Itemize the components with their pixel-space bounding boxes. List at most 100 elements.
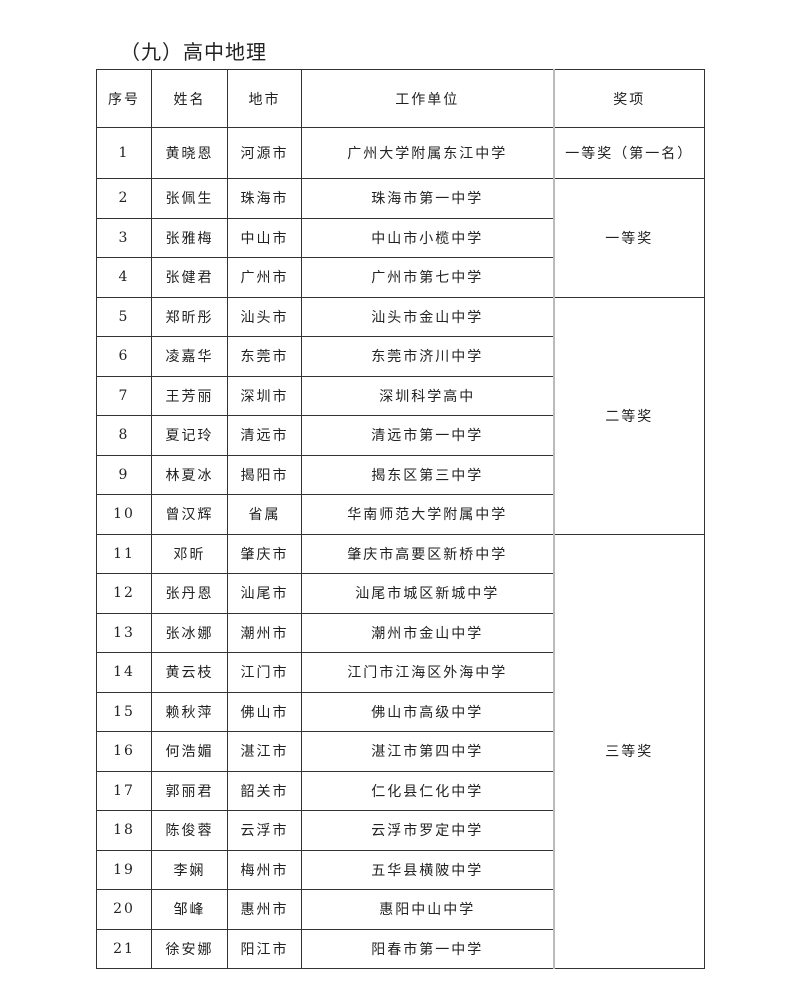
cell-number: 7 — [96, 375, 152, 416]
cell-number: 4 — [96, 257, 152, 298]
table-row: 12 张丹恩 汕尾市 汕尾市城区新城中学 — [96, 573, 705, 614]
table-row: 6 凌嘉华 东莞市 东莞市济川中学 — [96, 336, 705, 377]
cell-unit: 广州市第七中学 — [301, 257, 554, 298]
table-row: 15 赖秋萍 佛山市 佛山市高级中学 — [96, 691, 705, 732]
header-city: 地市 — [227, 69, 302, 128]
cell-city: 韶关市 — [227, 770, 302, 811]
cell-unit: 揭东区第三中学 — [301, 454, 554, 495]
cell-name: 陈俊蓉 — [151, 810, 228, 851]
header-unit: 工作单位 — [301, 69, 554, 128]
cell-number: 19 — [96, 849, 152, 890]
cell-name: 张雅梅 — [151, 217, 228, 258]
cell-city: 汕尾市 — [227, 573, 302, 614]
cell-unit: 湛江市第四中学 — [301, 731, 554, 772]
cell-city: 河源市 — [227, 127, 302, 179]
cell-name: 黄晓恩 — [151, 127, 228, 179]
cell-unit: 广州大学附属东江中学 — [301, 127, 554, 179]
cell-name: 李娴 — [151, 849, 228, 890]
cell-unit: 珠海市第一中学 — [301, 178, 554, 219]
cell-city: 佛山市 — [227, 691, 302, 732]
table-row: 16 何浩媚 湛江市 湛江市第四中学 — [96, 731, 705, 772]
table-row: 10 曾汉辉 省属 华南师范大学附属中学 — [96, 494, 705, 535]
header-award: 奖项 — [552, 69, 705, 128]
cell-city: 深圳市 — [227, 375, 302, 416]
cell-name: 郑昕彤 — [151, 296, 228, 337]
cell-unit: 汕尾市城区新城中学 — [301, 573, 554, 614]
table-row: 5 郑昕彤 汕头市 汕头市金山中学 二等奖 — [96, 296, 705, 535]
cell-unit: 惠阳中山中学 — [301, 889, 554, 930]
cell-unit: 中山市小榄中学 — [301, 217, 554, 258]
cell-number: 2 — [96, 178, 152, 219]
cell-number: 6 — [96, 336, 152, 377]
cell-unit: 阳春市第一中学 — [301, 928, 554, 969]
cell-unit: 潮州市金山中学 — [301, 612, 554, 653]
table-row: 9 林夏冰 揭阳市 揭东区第三中学 — [96, 454, 705, 495]
cell-number: 3 — [96, 217, 152, 258]
cell-city: 湛江市 — [227, 731, 302, 772]
cell-city: 江门市 — [227, 652, 302, 693]
table-header-row: 序号 姓名 地市 工作单位 奖项 — [96, 69, 705, 128]
cell-city: 清远市 — [227, 415, 302, 456]
cell-city: 云浮市 — [227, 810, 302, 851]
table-row: 19 李娴 梅州市 五华县横陂中学 — [96, 849, 705, 890]
cell-city: 珠海市 — [227, 178, 302, 219]
cell-city: 惠州市 — [227, 889, 302, 930]
cell-name: 王芳丽 — [151, 375, 228, 416]
table-row: 11 邓昕 肇庆市 肇庆市高要区新桥中学 三等奖 — [96, 533, 705, 969]
cell-city: 潮州市 — [227, 612, 302, 653]
cell-number: 20 — [96, 889, 152, 930]
cell-city: 广州市 — [227, 257, 302, 298]
table-row: 13 张冰娜 潮州市 潮州市金山中学 — [96, 612, 705, 653]
cell-number: 18 — [96, 810, 152, 851]
cell-city: 梅州市 — [227, 849, 302, 890]
cell-number: 5 — [96, 296, 152, 337]
cell-name: 何浩媚 — [151, 731, 228, 772]
table-row: 4 张健君 广州市 广州市第七中学 — [96, 257, 705, 298]
cell-number: 11 — [96, 533, 152, 574]
cell-number: 10 — [96, 494, 152, 535]
cell-name: 张佩生 — [151, 178, 228, 219]
cell-number: 16 — [96, 731, 152, 772]
cell-name: 张健君 — [151, 257, 228, 298]
cell-unit: 云浮市罗定中学 — [301, 810, 554, 851]
cell-name: 张丹恩 — [151, 573, 228, 614]
cell-unit: 深圳科学高中 — [301, 375, 554, 416]
cell-unit: 汕头市金山中学 — [301, 296, 554, 337]
cell-number: 21 — [96, 928, 152, 969]
section-title: （九）高中地理 — [120, 40, 267, 64]
cell-name: 夏记玲 — [151, 415, 228, 456]
cell-number: 12 — [96, 573, 152, 614]
cell-unit: 五华县横陂中学 — [301, 849, 554, 890]
cell-unit: 仁化县仁化中学 — [301, 770, 554, 811]
cell-city: 省属 — [227, 494, 302, 535]
table-row: 20 邹峰 惠州市 惠阳中山中学 — [96, 889, 705, 930]
cell-city: 中山市 — [227, 217, 302, 258]
cell-name: 林夏冰 — [151, 454, 228, 495]
cell-award: 一等奖（第一名） — [552, 127, 705, 179]
cell-award: 二等奖 — [552, 296, 705, 535]
table-row: 7 王芳丽 深圳市 深圳科学高中 — [96, 375, 705, 416]
cell-name: 郭丽君 — [151, 770, 228, 811]
cell-number: 14 — [96, 652, 152, 693]
cell-unit: 肇庆市高要区新桥中学 — [301, 533, 554, 574]
header-name: 姓名 — [151, 69, 228, 128]
cell-city: 阳江市 — [227, 928, 302, 969]
cell-name: 张冰娜 — [151, 612, 228, 653]
cell-city: 汕头市 — [227, 296, 302, 337]
table-row: 8 夏记玲 清远市 清远市第一中学 — [96, 415, 705, 456]
cell-unit: 清远市第一中学 — [301, 415, 554, 456]
cell-name: 曾汉辉 — [151, 494, 228, 535]
cell-number: 17 — [96, 770, 152, 811]
table-row: 18 陈俊蓉 云浮市 云浮市罗定中学 — [96, 810, 705, 851]
table-row: 1 黄晓恩 河源市 广州大学附属东江中学 一等奖（第一名） — [96, 127, 705, 179]
cell-award: 三等奖 — [552, 533, 705, 969]
cell-name: 凌嘉华 — [151, 336, 228, 377]
table-row: 2 张佩生 珠海市 珠海市第一中学 一等奖 — [96, 178, 705, 298]
cell-number: 13 — [96, 612, 152, 653]
cell-name: 邹峰 — [151, 889, 228, 930]
cell-city: 肇庆市 — [227, 533, 302, 574]
header-number: 序号 — [96, 69, 152, 128]
cell-unit: 佛山市高级中学 — [301, 691, 554, 732]
cell-unit: 东莞市济川中学 — [301, 336, 554, 377]
cell-number: 15 — [96, 691, 152, 732]
